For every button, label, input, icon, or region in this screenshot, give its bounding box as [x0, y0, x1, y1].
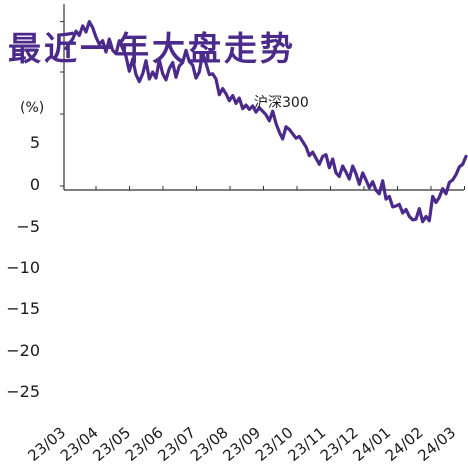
- y-tick-label: −5: [16, 217, 40, 236]
- y-tick-label: −10: [6, 258, 40, 277]
- y-axis-unit: (%): [20, 100, 44, 116]
- y-tick-label: 0: [30, 175, 40, 194]
- y-tick-label: −25: [6, 382, 40, 401]
- x-axis-ticks: [95, 186, 465, 190]
- y-axis-ticks: [60, 21, 64, 187]
- y-tick-label: 5: [30, 133, 40, 152]
- series-line: [64, 20, 468, 224]
- y-tick-label: −15: [6, 299, 40, 318]
- chart-title: 最近一年大盘走势: [8, 29, 296, 68]
- series-label: 沪深300: [254, 95, 309, 111]
- y-tick-label: −20: [6, 341, 40, 360]
- x-axis-labels: 23/0323/0423/0523/0623/0723/0823/0923/10…: [24, 423, 459, 465]
- y-axis-labels: 5 0 −5 −10 −15 −20 −25: [6, 133, 40, 401]
- x-tick-label: 24/03: [414, 423, 459, 465]
